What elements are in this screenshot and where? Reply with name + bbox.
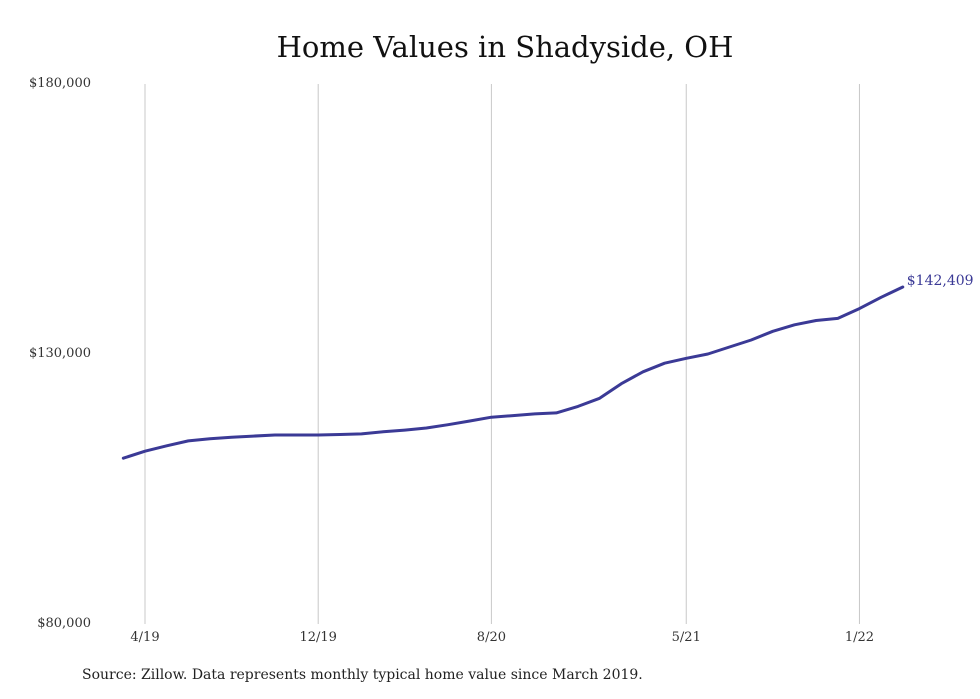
series-line: [121, 285, 905, 460]
x-tick-label: 5/21: [672, 630, 701, 645]
y-tick-label: $130,000: [29, 346, 91, 361]
x-tick-label: 4/19: [130, 630, 159, 645]
x-tick-label: 8/20: [477, 630, 506, 645]
x-axis: 4/19 12/19 8/20 5/21 1/22: [130, 630, 874, 645]
x-tick-label: 1/22: [845, 630, 874, 645]
end-value-label: $142,409: [907, 273, 974, 289]
source-note: Source: Zillow. Data represents monthly …: [82, 667, 643, 683]
x-tick-label: 12/19: [299, 630, 336, 645]
y-tick-label: $80,000: [37, 616, 91, 631]
y-tick-label: $180,000: [29, 76, 91, 91]
y-axis: $180,000 $130,000 $80,000: [29, 76, 91, 631]
plot-area: $142,409: [121, 273, 974, 460]
chart-title: Home Values in Shadyside, OH: [276, 30, 734, 64]
gridlines: [144, 84, 860, 624]
